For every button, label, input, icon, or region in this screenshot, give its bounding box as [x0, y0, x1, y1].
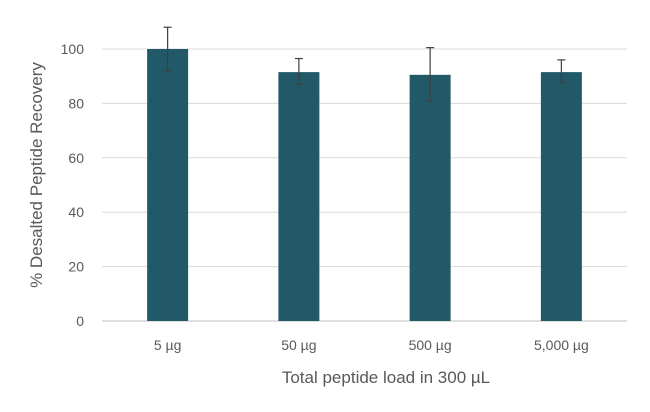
- error-bar: [557, 59, 566, 84]
- bar: [278, 72, 320, 322]
- y-axis-title: % Desalted Peptide Recovery: [27, 62, 46, 288]
- error-bar: [426, 47, 435, 102]
- bar: [147, 49, 189, 321]
- bar: [409, 74, 451, 321]
- error-bar: [163, 26, 172, 72]
- y-tick-label: 40: [68, 204, 84, 220]
- x-tick-label: 5,000 µg: [534, 337, 589, 353]
- gridlines: [102, 48, 627, 322]
- x-tick-label: 50 µg: [281, 337, 316, 353]
- y-tick-label: 0: [76, 313, 84, 329]
- error-bar: [294, 57, 303, 85]
- x-tick-label: 500 µg: [409, 337, 452, 353]
- x-axis-title: Total peptide load in 300 µL: [282, 368, 490, 387]
- bars: [147, 49, 582, 322]
- y-tick-label: 60: [68, 150, 84, 166]
- y-tick-label: 100: [61, 41, 85, 57]
- y-tick-label: 80: [68, 95, 84, 111]
- y-tick-label: 20: [68, 259, 84, 275]
- x-tick-labels: 5 µg 50 µg 500 µg 5,000 µg: [154, 337, 589, 353]
- error-bars: [163, 26, 566, 102]
- x-tick-label: 5 µg: [154, 337, 182, 353]
- y-tick-labels: 0 20 40 60 80 100: [61, 41, 85, 329]
- bar: [540, 72, 582, 322]
